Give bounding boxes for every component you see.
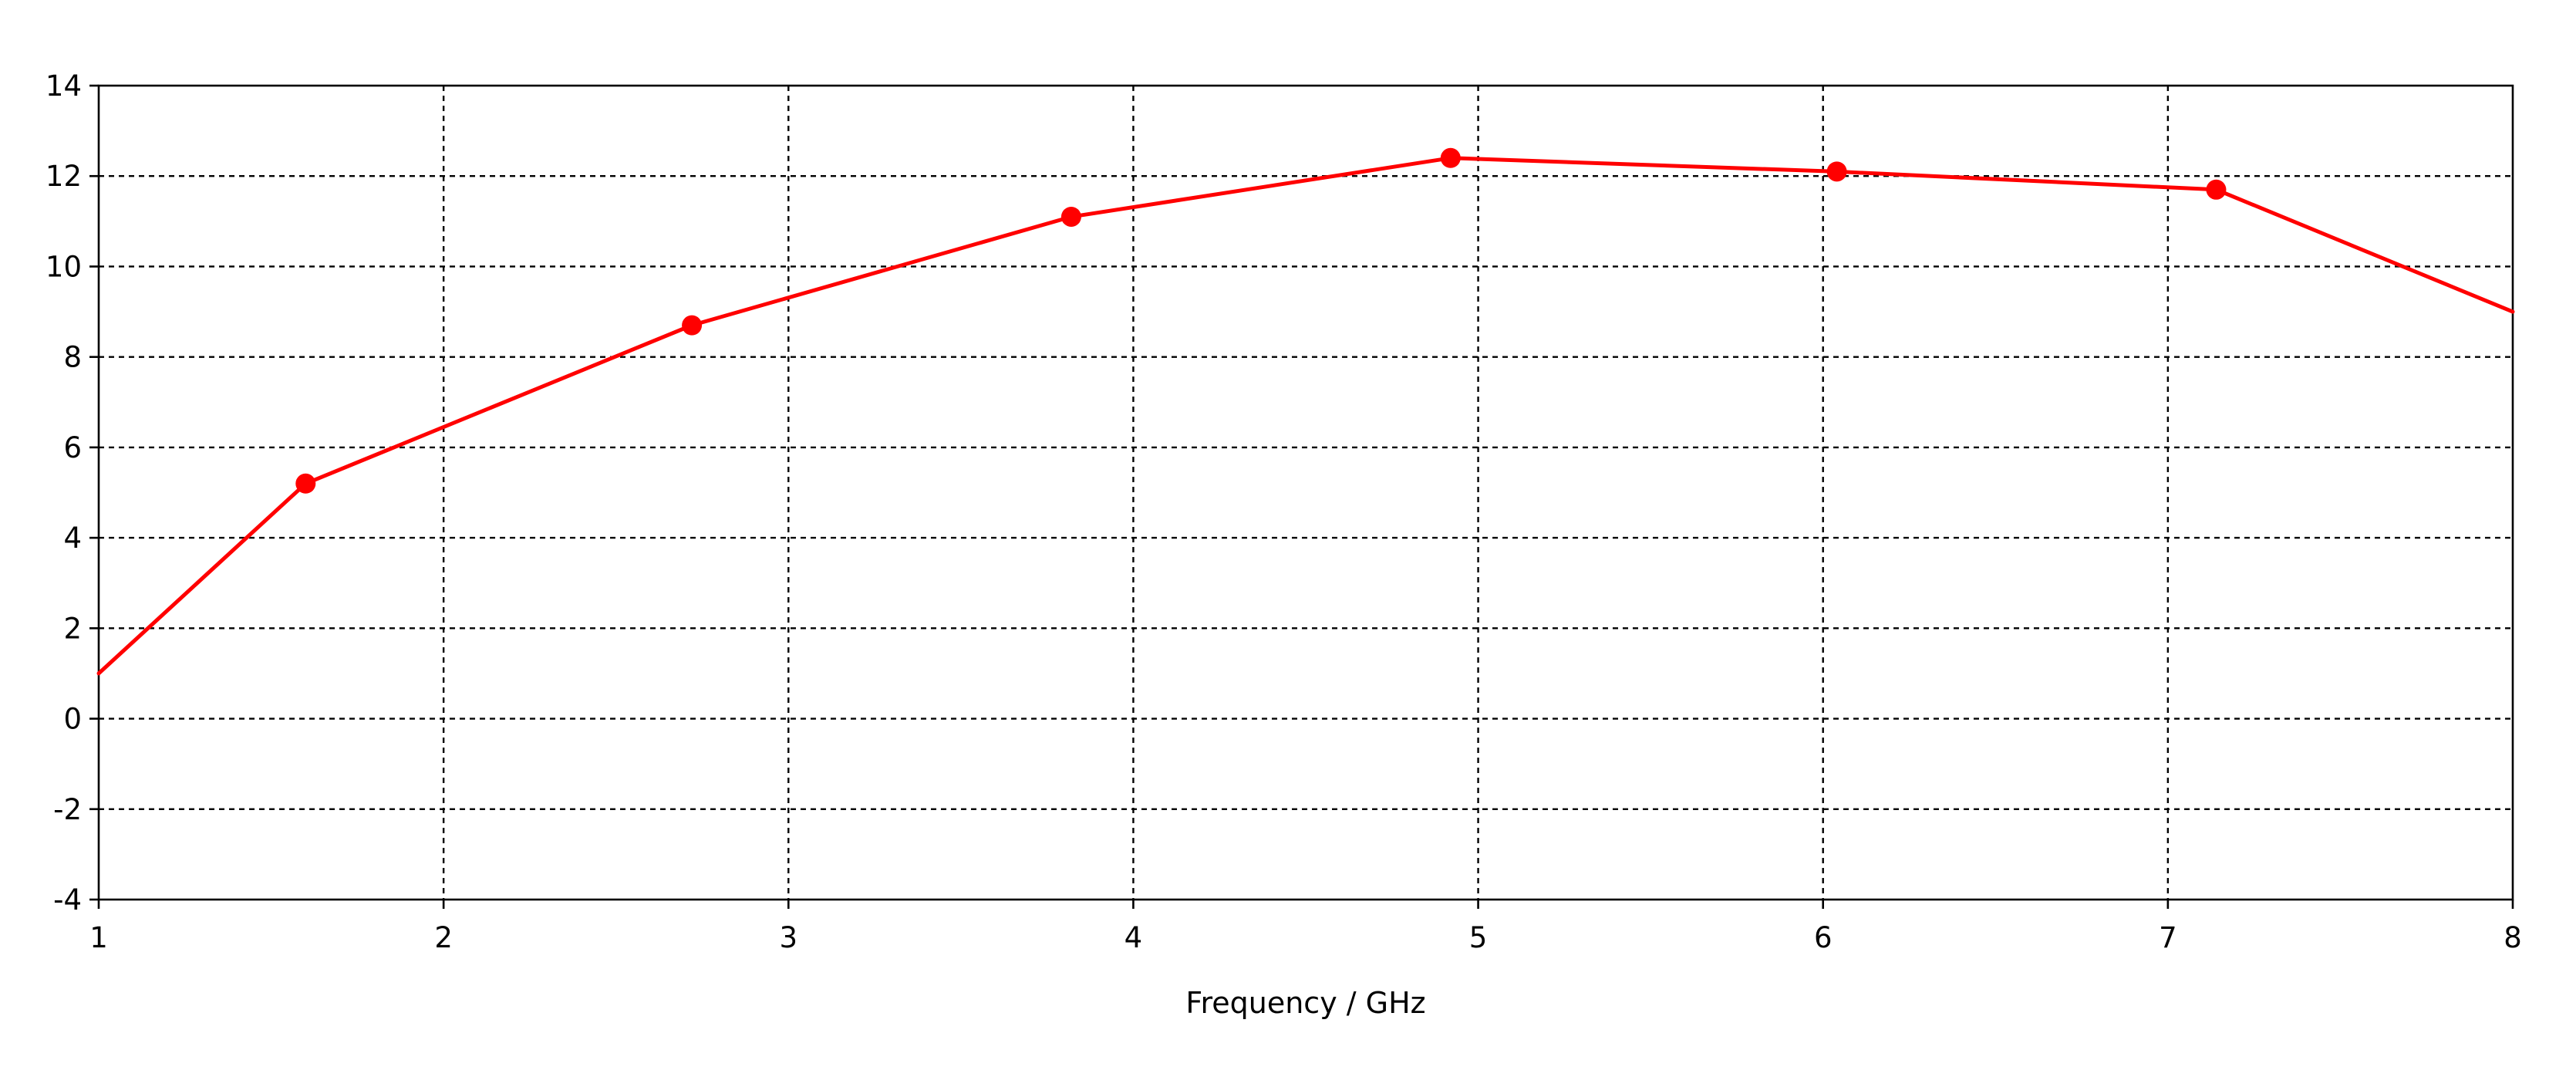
y-tick-label: 6 xyxy=(63,431,82,464)
x-tick-label: 6 xyxy=(1814,921,1833,954)
data-point-marker xyxy=(1826,161,1847,182)
x-tick-label: 4 xyxy=(1124,921,1143,954)
y-tick-label: 2 xyxy=(63,612,82,645)
y-tick-label: -2 xyxy=(53,793,82,826)
data-point-marker xyxy=(295,473,316,494)
x-tick-label: 8 xyxy=(2504,921,2522,954)
x-tick-label: 2 xyxy=(434,921,453,954)
y-tick-label: 4 xyxy=(63,522,82,555)
y-axis-ticks: -4 -2 0 2 4 6 8 10 12 14 xyxy=(46,69,99,917)
plot-frame xyxy=(97,84,2514,901)
y-tick-label: 10 xyxy=(46,250,82,283)
grid xyxy=(99,86,2513,900)
x-axis-ticks: 1 2 3 4 5 6 7 8 xyxy=(89,900,2522,954)
data-point-marker xyxy=(682,315,703,336)
x-tick-label: 7 xyxy=(2159,921,2177,954)
y-tick-label: 8 xyxy=(63,341,82,374)
x-tick-label: 1 xyxy=(89,921,108,954)
plot-border xyxy=(97,84,2514,901)
y-tick-label: 14 xyxy=(46,69,82,103)
series-layer xyxy=(96,147,2515,676)
data-point-marker xyxy=(1440,147,1461,168)
series-line xyxy=(96,156,2515,676)
x-axis-title: Frequency / GHz xyxy=(1185,986,1425,1020)
x-tick-label: 3 xyxy=(780,921,798,954)
y-tick-label: 0 xyxy=(63,703,82,736)
y-tick-label: -4 xyxy=(53,883,82,917)
data-point-marker xyxy=(1060,206,1081,227)
data-point-marker xyxy=(2206,179,2227,200)
y-tick-label: 12 xyxy=(46,160,82,193)
x-tick-label: 5 xyxy=(1469,921,1488,954)
